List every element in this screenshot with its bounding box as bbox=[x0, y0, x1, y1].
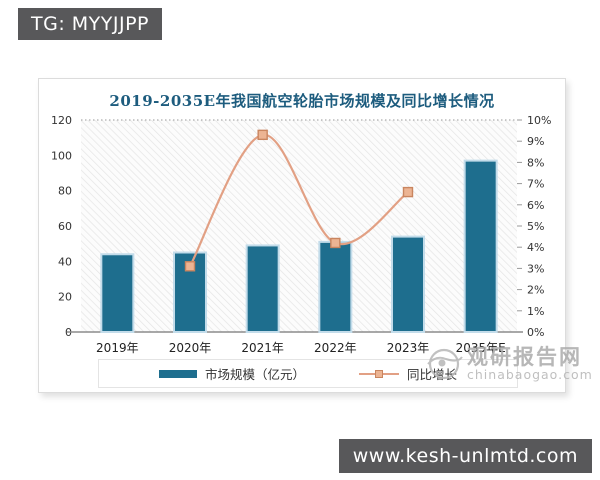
svg-text:2035年E: 2035年E bbox=[456, 341, 506, 355]
x-axis-labels: 2019年 2020年 2021年 2022年 2023年 2035年E bbox=[96, 341, 506, 355]
svg-text:4%: 4% bbox=[527, 241, 544, 254]
tg-contact-badge: TG: MYYJJPP bbox=[18, 8, 162, 40]
site-url-badge: www.kesh-unlmtd.com bbox=[338, 439, 592, 473]
plot-background bbox=[81, 120, 517, 332]
bars bbox=[100, 159, 498, 334]
legend-line-label: 同比增长 bbox=[407, 367, 458, 382]
svg-text:1%: 1% bbox=[527, 305, 544, 318]
svg-text:2020年: 2020年 bbox=[169, 341, 212, 355]
svg-text:2021年: 2021年 bbox=[241, 341, 284, 355]
svg-text:0%: 0% bbox=[527, 326, 544, 339]
svg-text:80: 80 bbox=[58, 185, 72, 198]
left-axis-labels: 020406080100120 bbox=[51, 114, 72, 339]
legend-bar-label: 市场规模（亿元） bbox=[204, 367, 305, 382]
svg-text:10%: 10% bbox=[527, 114, 551, 127]
bar-series-swatch bbox=[158, 369, 197, 378]
right-axis-labels: 0% 1% 2% 3% 4% 5% 6% 7% 8% 9% 10% bbox=[517, 114, 551, 339]
chart-card: 0204060801001200%1%2%3%4%5%6%7%8%9%10%20… bbox=[38, 78, 566, 393]
svg-text:20: 20 bbox=[58, 291, 72, 304]
bar-2022年 bbox=[318, 240, 353, 333]
svg-text:5%: 5% bbox=[527, 220, 544, 233]
svg-text:7%: 7% bbox=[527, 178, 544, 191]
bar-2023年 bbox=[391, 235, 425, 334]
svg-text:8%: 8% bbox=[527, 156, 544, 169]
svg-text:2019年: 2019年 bbox=[96, 341, 139, 355]
growth-line bbox=[189, 133, 409, 267]
line-marker-swatch bbox=[375, 369, 383, 378]
chart-legend: 市场规模（亿元） 同比增长 bbox=[98, 359, 518, 388]
svg-text:6%: 6% bbox=[527, 199, 544, 212]
bar-2021年 bbox=[245, 244, 280, 333]
svg-text:40: 40 bbox=[58, 255, 72, 268]
chart-plot: 0204060801001200%1%2%3%4%5%6%7%8%9%10%20… bbox=[51, 114, 551, 355]
bar-2035年E bbox=[463, 159, 498, 333]
legend-item-growth: 同比增长 bbox=[359, 364, 457, 383]
svg-text:2022年: 2022年 bbox=[314, 341, 357, 355]
svg-text:60: 60 bbox=[58, 220, 72, 233]
growth-markers bbox=[184, 129, 414, 272]
svg-text:2023年: 2023年 bbox=[387, 341, 430, 355]
svg-text:100: 100 bbox=[51, 149, 72, 162]
svg-text:120: 120 bbox=[51, 114, 72, 127]
legend-item-market-size: 市场规模（亿元） bbox=[158, 364, 305, 383]
line-series-swatch bbox=[359, 369, 399, 378]
svg-text:2%: 2% bbox=[527, 284, 544, 297]
chart-title: 2019-2035E年我国航空轮胎市场规模及同比增长情况 bbox=[109, 92, 495, 110]
bar-2019年 bbox=[100, 253, 135, 333]
svg-text:9%: 9% bbox=[527, 135, 544, 148]
svg-text:3%: 3% bbox=[527, 262, 544, 275]
